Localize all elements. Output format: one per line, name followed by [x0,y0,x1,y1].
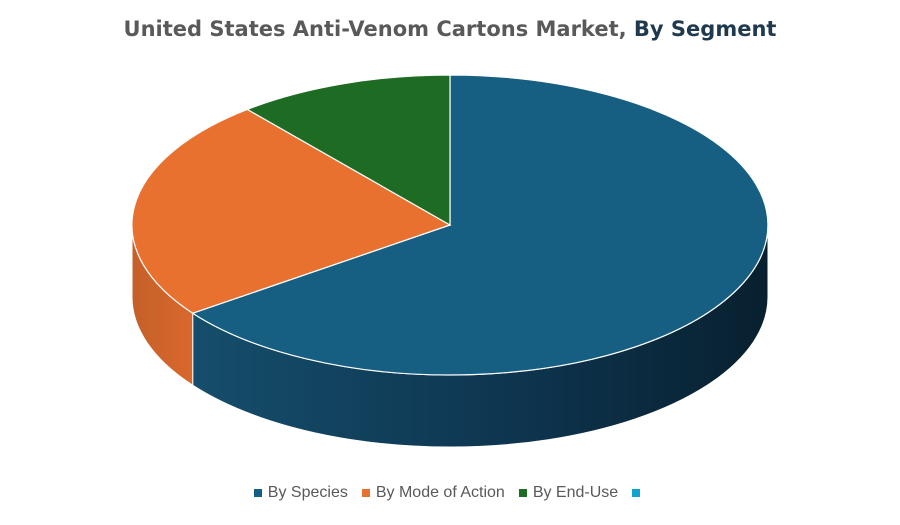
chart-title-separator: , [618,17,634,41]
legend-label-end-use: By End-Use [532,484,619,501]
pie-slice-by-species[interactable] [191,74,769,376]
legend-item-mode-of-action[interactable]: By Mode of Action [361,484,505,502]
legend-item-end-use[interactable]: By End-Use [518,484,619,502]
chart-title-segment: By Segment [633,17,777,41]
legend-item-species[interactable]: By Species [253,484,348,502]
legend-item-unlabeled[interactable] [632,489,646,497]
legend-swatch-end-use [518,489,527,497]
pie-chart [131,74,769,448]
legend-label-mode-of-action: By Mode of Action [375,484,505,501]
legend-swatch-species [253,489,262,497]
pie-slice-by-end-use[interactable] [245,74,451,227]
pie-tops [131,74,769,376]
chart-legend: By Species By Mode of Action By End-Use [0,484,900,502]
legend-swatch-mode-of-action [361,489,370,497]
legend-swatch-unlabeled [632,489,641,497]
chart-title-main: United States Anti-Venom Cartons Market [123,17,619,41]
chart-title: United States Anti-Venom Cartons Market,… [0,17,900,41]
pie-slice-by-mode-of-action[interactable] [131,108,452,314]
legend-label-species: By Species [267,484,348,501]
